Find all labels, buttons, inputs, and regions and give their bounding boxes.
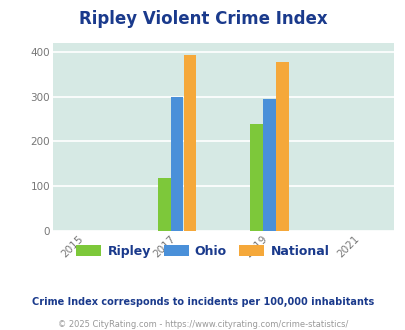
- Bar: [262, 99, 275, 231]
- Bar: [275, 62, 288, 231]
- Text: Crime Index corresponds to incidents per 100,000 inhabitants: Crime Index corresponds to incidents per…: [32, 297, 373, 307]
- Text: Ripley Violent Crime Index: Ripley Violent Crime Index: [79, 10, 326, 28]
- Bar: [171, 97, 183, 231]
- Bar: [158, 178, 170, 231]
- Text: © 2025 CityRating.com - https://www.cityrating.com/crime-statistics/: © 2025 CityRating.com - https://www.city…: [58, 320, 347, 329]
- Legend: Ripley, Ohio, National: Ripley, Ohio, National: [71, 240, 334, 263]
- Bar: [249, 124, 262, 231]
- Bar: [183, 55, 196, 231]
